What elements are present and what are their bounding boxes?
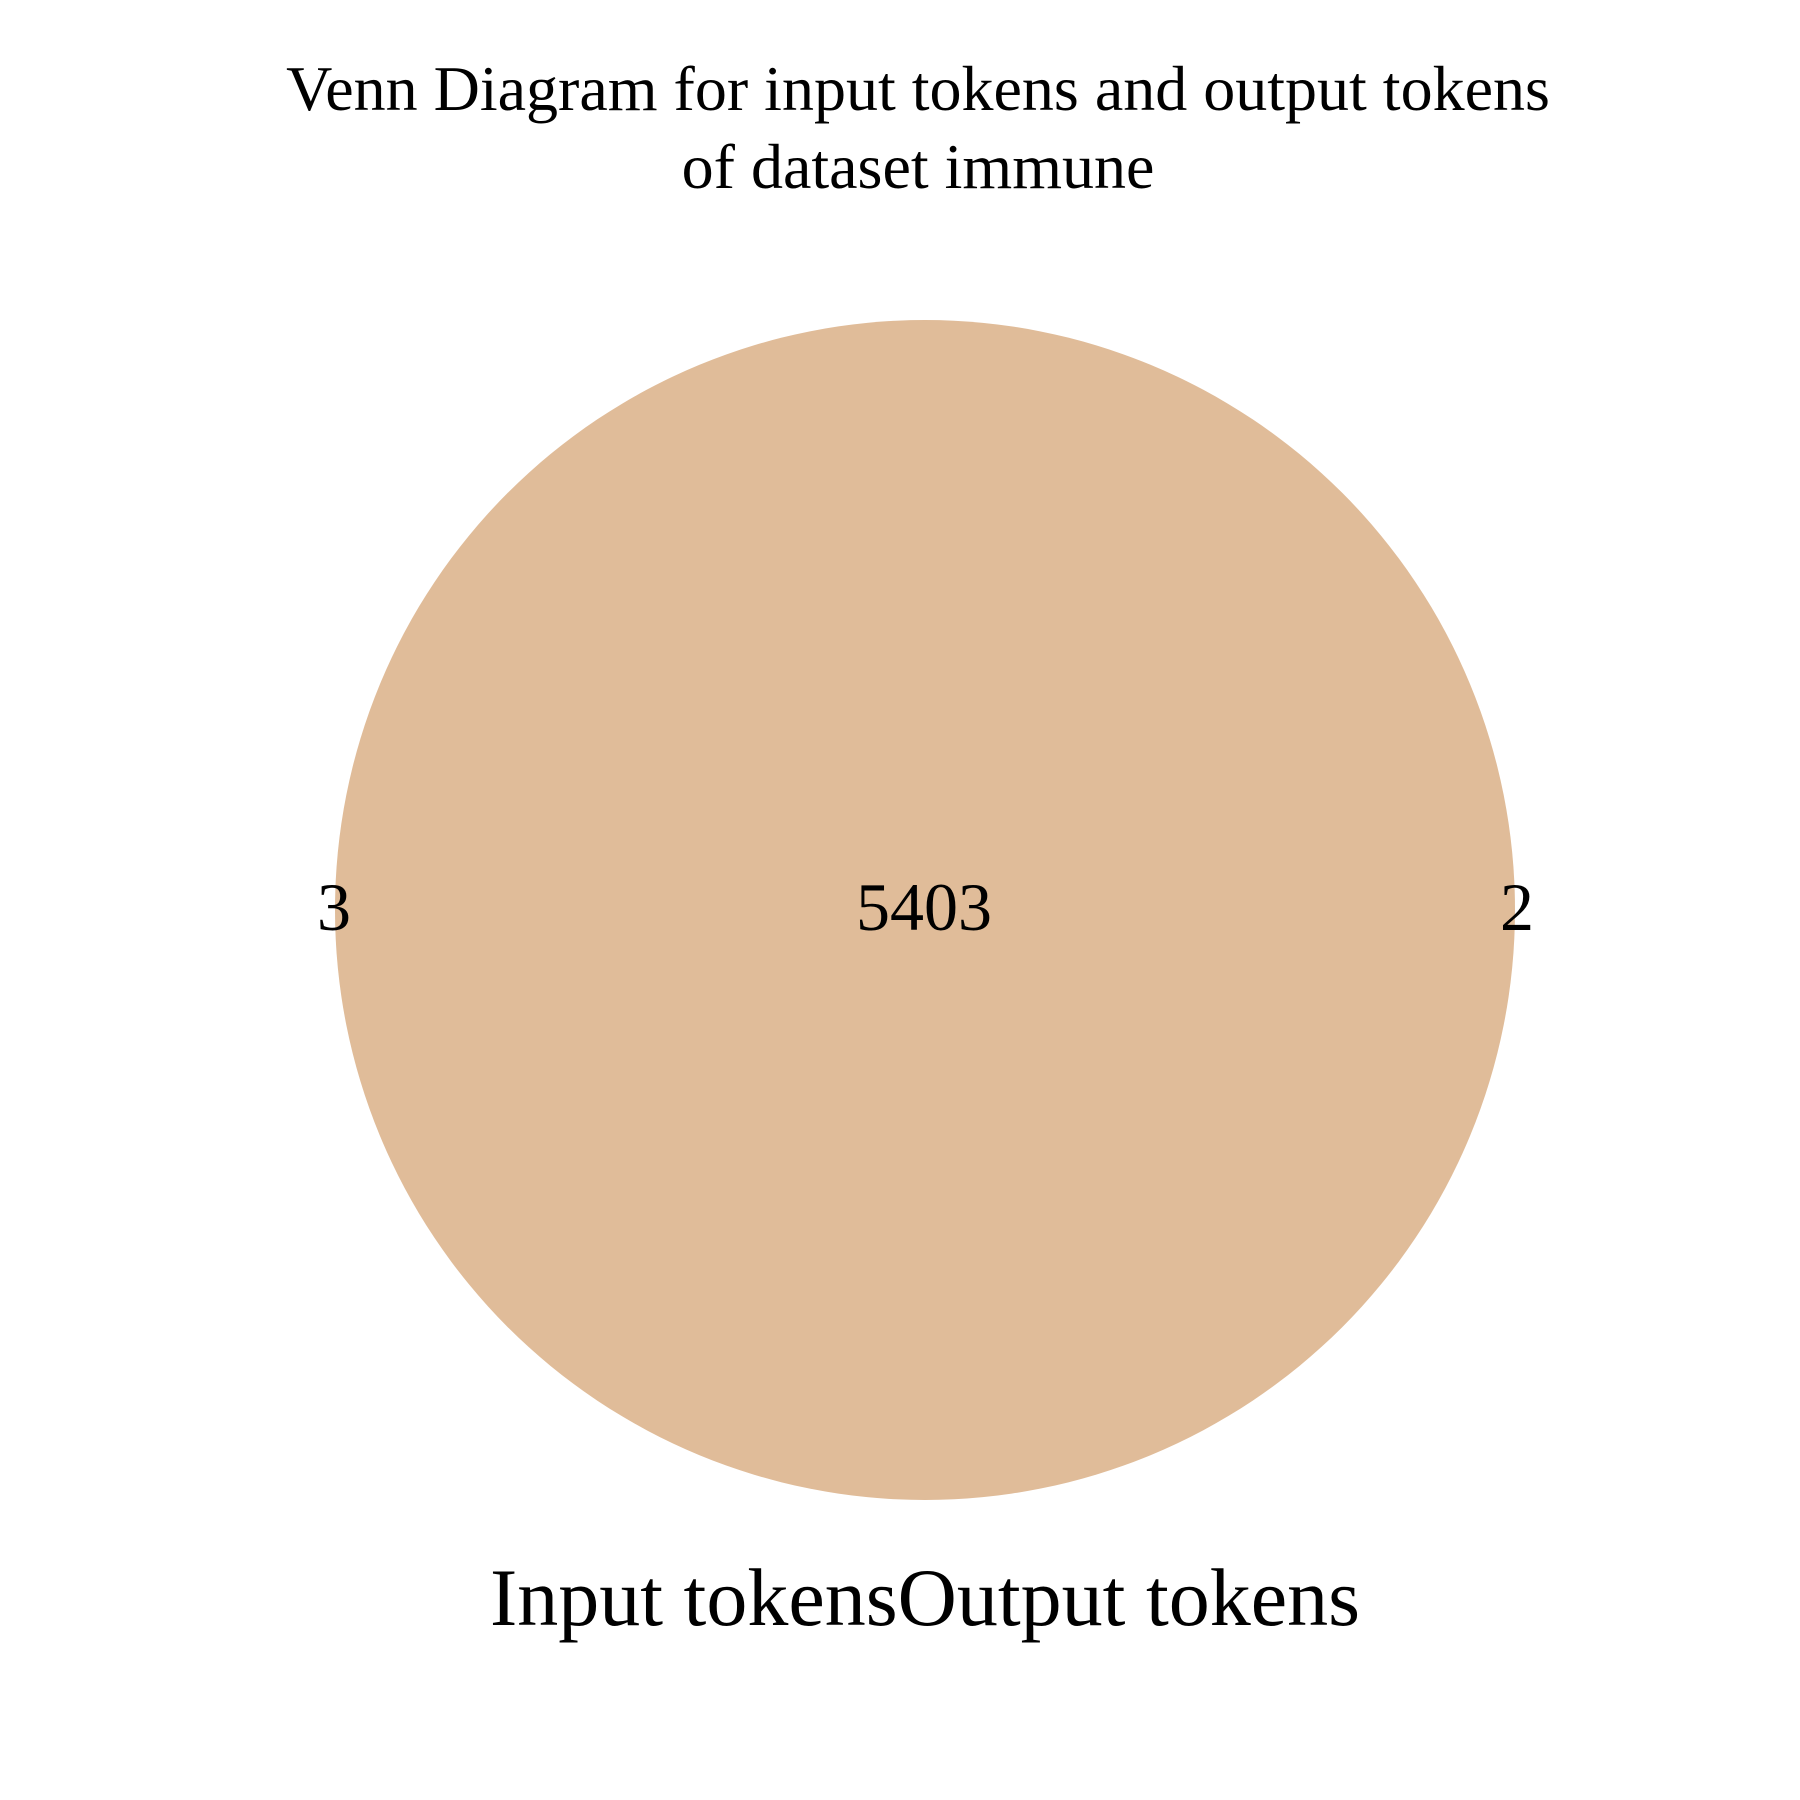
intersection-count: 5403	[856, 869, 992, 945]
set-labels: Input tokensOutput tokens	[490, 1552, 1360, 1643]
output-only-count: 2	[1500, 869, 1534, 945]
venn-overlap-circle	[335, 320, 1515, 1500]
output-set-label: Output tokens	[898, 1552, 1360, 1643]
diagram-title-line-1: Venn Diagram for input tokens and output…	[286, 53, 1550, 124]
input-only-count: 3	[317, 869, 351, 945]
diagram-title-line-2: of dataset immune	[682, 131, 1155, 202]
input-set-label: Input tokens	[490, 1552, 898, 1643]
